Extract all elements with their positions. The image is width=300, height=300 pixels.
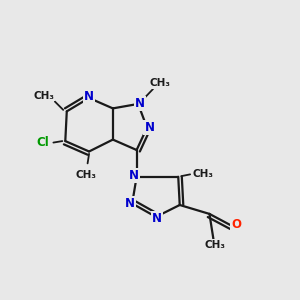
Text: CH₃: CH₃ bbox=[150, 78, 171, 88]
Text: N: N bbox=[144, 121, 154, 134]
Text: N: N bbox=[152, 212, 162, 225]
Text: N: N bbox=[129, 169, 139, 182]
Text: O: O bbox=[231, 218, 241, 231]
Text: CH₃: CH₃ bbox=[76, 170, 97, 180]
Text: CH₃: CH₃ bbox=[205, 240, 226, 250]
Text: CH₃: CH₃ bbox=[193, 169, 214, 179]
Text: Cl: Cl bbox=[36, 136, 49, 149]
Text: CH₃: CH₃ bbox=[33, 91, 54, 100]
Text: N: N bbox=[84, 90, 94, 103]
Text: N: N bbox=[135, 98, 145, 110]
Text: N: N bbox=[125, 197, 135, 210]
